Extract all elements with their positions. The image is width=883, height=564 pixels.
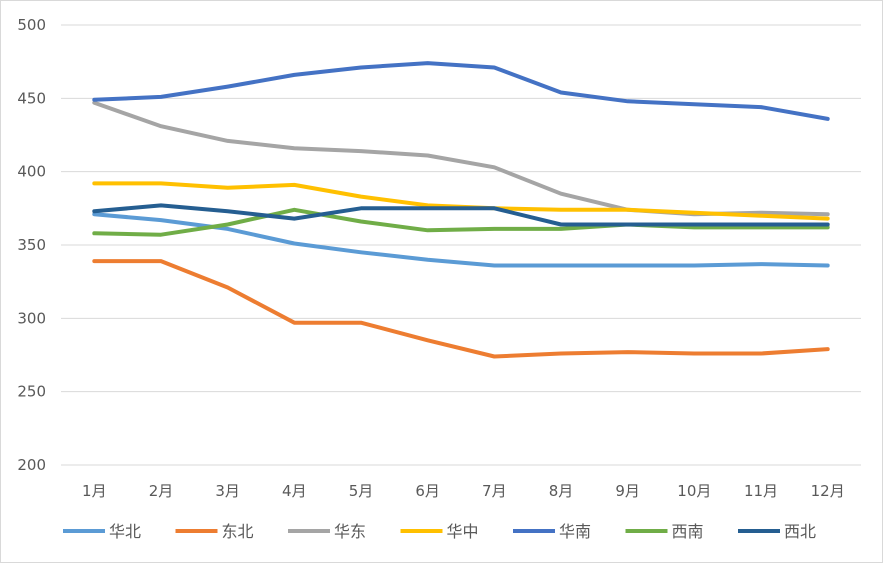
series-line-2	[92, 259, 830, 359]
x-tick-label-6: 6月	[415, 482, 440, 500]
legend-label-3: 华东	[334, 522, 366, 541]
y-tick-label-350: 350	[17, 236, 46, 254]
series-line-5	[92, 61, 830, 121]
x-tick-label-12: 12月	[811, 482, 845, 500]
legend-label-1: 华北	[109, 522, 141, 541]
legend-label-6: 西南	[672, 522, 704, 541]
series-line-6	[92, 207, 830, 237]
series-line-4	[92, 181, 830, 221]
x-tick-label-4: 4月	[282, 482, 307, 500]
x-tick-label-9: 9月	[615, 482, 640, 500]
series-lines	[92, 61, 830, 359]
x-tick-label-2: 2月	[149, 482, 174, 500]
x-tick-label-3: 3月	[215, 482, 240, 500]
y-tick-label-400: 400	[17, 163, 46, 181]
x-tick-label-10: 10月	[677, 482, 711, 500]
legend-label-5: 华南	[559, 522, 591, 541]
y-axis-tick-labels: 200 250 300 350 400 450 500	[17, 16, 46, 474]
x-tick-label-8: 8月	[549, 482, 574, 500]
y-tick-label-500: 500	[17, 16, 46, 34]
x-axis-tick-labels: 1月 2月 3月 4月 5月 6月 7月 8月 9月 10月 11月 12月	[82, 482, 845, 500]
series-line-1	[92, 212, 830, 268]
series-line-3	[92, 100, 830, 217]
legend: 华北 东北 华东 华中 华南 西南 西北	[63, 522, 816, 541]
y-tick-label-200: 200	[17, 456, 46, 474]
series-line-7	[92, 203, 830, 227]
x-tick-label-1: 1月	[82, 482, 107, 500]
y-tick-label-450: 450	[17, 89, 46, 107]
legend-label-2: 东北	[222, 522, 254, 541]
legend-label-7: 西北	[784, 522, 816, 541]
legend-label-4: 华中	[447, 522, 479, 541]
x-tick-label-7: 7月	[482, 482, 507, 500]
y-tick-label-300: 300	[17, 309, 46, 327]
x-tick-label-5: 5月	[349, 482, 374, 500]
x-tick-label-11: 11月	[744, 482, 778, 500]
gridlines	[61, 24, 861, 466]
y-tick-label-250: 250	[17, 383, 46, 401]
